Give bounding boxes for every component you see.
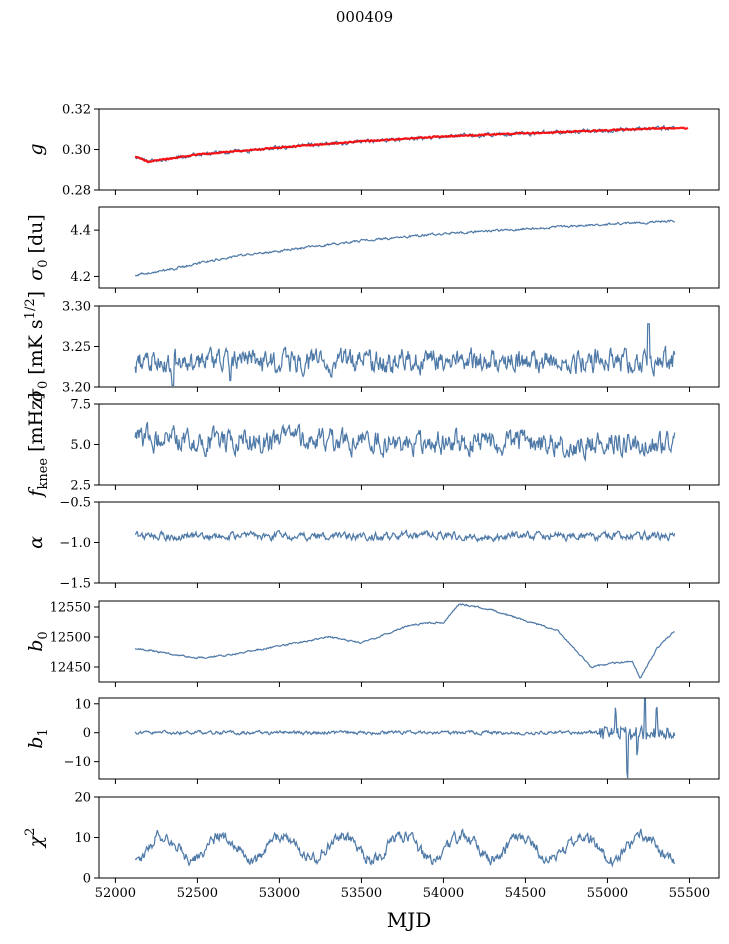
ytick-label-sigma_white-1: 3.25 — [62, 340, 91, 355]
ytick-label-chi2-2: 20 — [74, 791, 91, 806]
ytick-label-b0-2: 12550 — [50, 601, 91, 616]
ytick-label-g-2: 0.32 — [62, 103, 91, 118]
axes-frame-sigma_white — [98, 305, 720, 388]
fit-line-g — [135, 126, 689, 164]
series-line-b1 — [134, 697, 676, 779]
xtick-label-3: 53500 — [341, 886, 382, 901]
axes-frame-b1 — [98, 697, 720, 780]
axes-frame-g — [98, 108, 720, 191]
ylabel-g: g — [25, 143, 47, 155]
ylabel-alpha: α — [25, 536, 47, 549]
axes-frame-b0 — [98, 600, 720, 683]
ylabel-chi2: χ2 — [23, 828, 47, 850]
xtick-label-0: 52000 — [95, 886, 136, 901]
ytick-label-b1-1: 0 — [83, 726, 91, 741]
series-line-sigma0 — [134, 219, 676, 277]
ylabel-b1: b1 — [25, 728, 51, 748]
series-line-fknee — [134, 421, 676, 462]
ylabel-sigma0: σ0 [du] — [25, 214, 51, 281]
ylabel-sigma_white: σ0 [mK s1/2] — [23, 291, 51, 402]
ylabel-fknee: fknee [mHz] — [25, 392, 51, 498]
axes-frame-sigma0 — [98, 206, 720, 289]
series-line-sigma_white — [134, 323, 676, 386]
ytick-label-b0-1: 12500 — [50, 631, 91, 646]
ytick-label-alpha-2: −0.5 — [59, 496, 91, 511]
ytick-label-alpha-1: −1.0 — [59, 536, 91, 551]
xtick-label-5: 54500 — [505, 886, 546, 901]
xtick-label-6: 55000 — [587, 886, 628, 901]
ylabel-b0: b0 — [25, 631, 51, 651]
xtick-label-1: 52500 — [177, 886, 218, 901]
ytick-label-sigma0-1: 4.4 — [70, 224, 91, 239]
xtick-label-4: 54000 — [423, 886, 464, 901]
ytick-label-sigma_white-0: 3.20 — [62, 381, 91, 396]
ytick-label-g-1: 0.30 — [62, 143, 91, 158]
xtick-label-2: 53000 — [259, 886, 300, 901]
ytick-label-b1-2: 10 — [74, 697, 91, 712]
ytick-label-b1-0: −10 — [64, 755, 91, 770]
ytick-label-chi2-0: 0 — [83, 872, 91, 887]
x-axis-label: MJD — [386, 908, 432, 932]
series-line-b0 — [134, 603, 676, 679]
series-line-chi2 — [134, 828, 676, 868]
figure-title: 000409 — [335, 8, 394, 26]
ytick-label-b0-0: 12450 — [50, 661, 91, 676]
ytick-label-fknee-1: 5.0 — [70, 438, 91, 453]
ytick-label-fknee-0: 2.5 — [70, 479, 91, 494]
axes-frame-alpha — [98, 501, 720, 584]
ytick-label-g-0: 0.28 — [62, 184, 91, 199]
ytick-label-alpha-0: −1.5 — [59, 577, 91, 592]
ytick-label-fknee-2: 7.5 — [70, 398, 91, 413]
xtick-label-7: 55500 — [669, 886, 710, 901]
ytick-label-sigma0-0: 4.2 — [70, 270, 91, 285]
series-line-alpha — [134, 529, 676, 543]
ytick-label-chi2-1: 10 — [74, 831, 91, 846]
ytick-label-sigma_white-2: 3.30 — [62, 300, 91, 315]
